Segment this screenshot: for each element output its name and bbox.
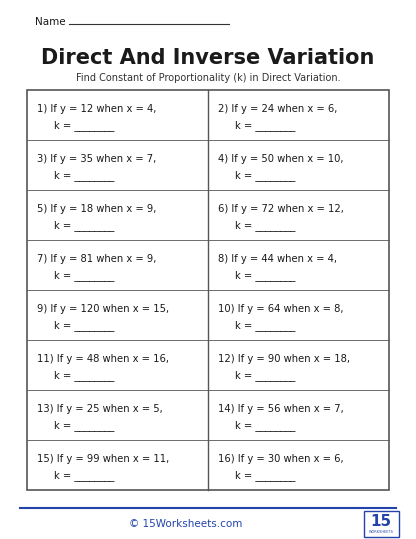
Text: k = ________: k = ________ xyxy=(54,420,114,431)
Bar xyxy=(27,90,389,490)
Text: 4) If y = 50 when x = 10,: 4) If y = 50 when x = 10, xyxy=(218,154,343,164)
Text: k = ________: k = ________ xyxy=(235,220,296,231)
Text: 12) If y = 90 when x = 18,: 12) If y = 90 when x = 18, xyxy=(218,354,350,364)
Text: k = ________: k = ________ xyxy=(54,121,114,132)
Text: WORKSHEETS: WORKSHEETS xyxy=(369,530,394,534)
Text: k = ________: k = ________ xyxy=(235,121,296,132)
Text: 16) If y = 30 when x = 6,: 16) If y = 30 when x = 6, xyxy=(218,454,343,464)
Text: k = ________: k = ________ xyxy=(235,420,296,431)
Text: 10) If y = 64 when x = 8,: 10) If y = 64 when x = 8, xyxy=(218,304,343,314)
Text: k = ________: k = ________ xyxy=(54,271,114,281)
Text: k = ________: k = ________ xyxy=(235,170,296,182)
Text: k = ________: k = ________ xyxy=(54,471,114,481)
Text: k = ________: k = ________ xyxy=(54,321,114,331)
Text: k = ________: k = ________ xyxy=(54,170,114,182)
Text: k = ________: k = ________ xyxy=(235,271,296,281)
Text: Find Constant of Proportionality (k) in Direct Variation.: Find Constant of Proportionality (k) in … xyxy=(76,73,340,83)
Text: 3) If y = 35 when x = 7,: 3) If y = 35 when x = 7, xyxy=(37,154,156,164)
Text: 6) If y = 72 when x = 12,: 6) If y = 72 when x = 12, xyxy=(218,204,344,214)
Text: k = ________: k = ________ xyxy=(54,370,114,382)
Text: 14) If y = 56 when x = 7,: 14) If y = 56 when x = 7, xyxy=(218,404,344,414)
Text: 5) If y = 18 when x = 9,: 5) If y = 18 when x = 9, xyxy=(37,204,156,214)
Text: k = ________: k = ________ xyxy=(235,370,296,382)
Text: 9) If y = 120 when x = 15,: 9) If y = 120 when x = 15, xyxy=(37,304,169,314)
Text: k = ________: k = ________ xyxy=(235,321,296,331)
Text: © 15Worksheets.com: © 15Worksheets.com xyxy=(129,519,242,529)
Text: 8) If y = 44 when x = 4,: 8) If y = 44 when x = 4, xyxy=(218,254,337,264)
Text: k = ________: k = ________ xyxy=(54,220,114,231)
Text: 11) If y = 48 when x = 16,: 11) If y = 48 when x = 16, xyxy=(37,354,168,364)
Text: 1) If y = 12 when x = 4,: 1) If y = 12 when x = 4, xyxy=(37,104,156,114)
Text: 15) If y = 99 when x = 11,: 15) If y = 99 when x = 11, xyxy=(37,454,169,464)
Text: Name: Name xyxy=(35,17,65,27)
Text: Direct And Inverse Variation: Direct And Inverse Variation xyxy=(41,48,375,68)
Text: 7) If y = 81 when x = 9,: 7) If y = 81 when x = 9, xyxy=(37,254,156,264)
Text: 13) If y = 25 when x = 5,: 13) If y = 25 when x = 5, xyxy=(37,404,162,414)
Bar xyxy=(364,511,399,537)
Text: k = ________: k = ________ xyxy=(235,471,296,481)
Text: 2) If y = 24 when x = 6,: 2) If y = 24 when x = 6, xyxy=(218,104,337,114)
Text: 15: 15 xyxy=(371,514,392,529)
